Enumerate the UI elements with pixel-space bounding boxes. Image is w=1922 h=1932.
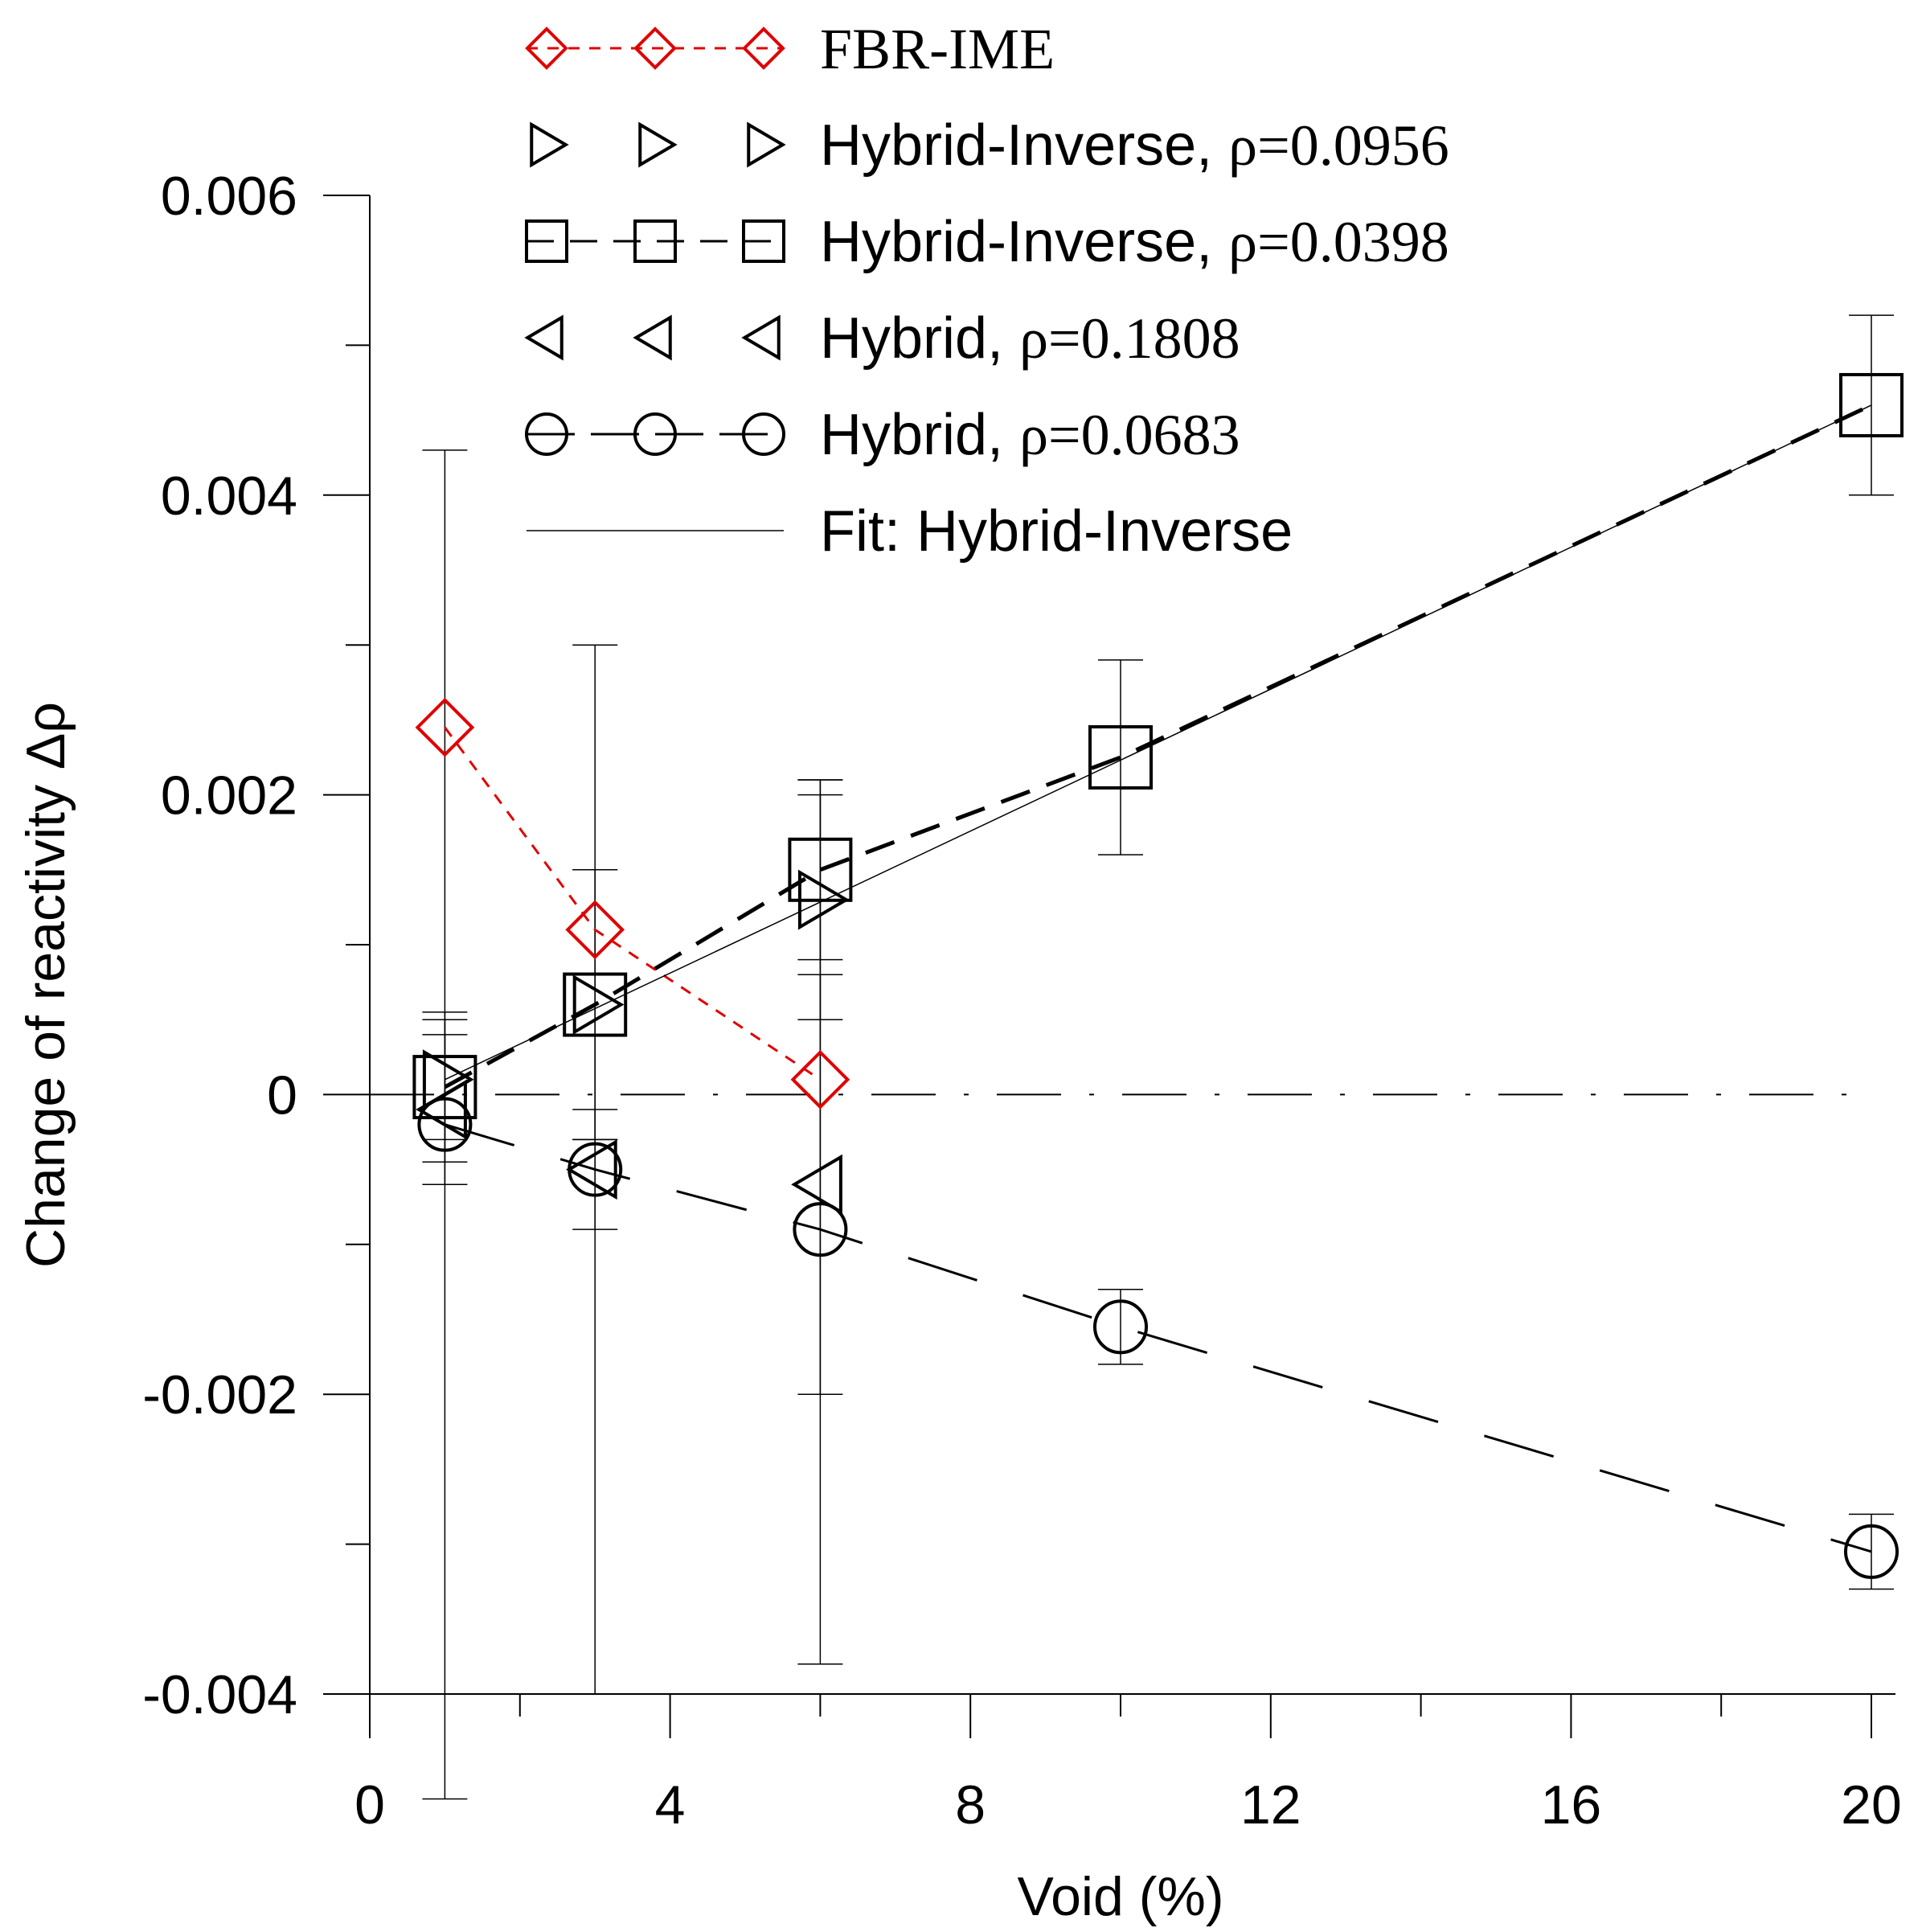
data-point-hybrid-inverse-0-0398 <box>788 837 853 902</box>
y-tick-label: 0 <box>267 1064 297 1126</box>
legend-label: Fit: Hybrid-Inverse <box>820 499 1293 564</box>
legend-label: FBR-IME <box>820 17 1055 81</box>
y-tick-label: -0.004 <box>142 1664 297 1725</box>
legend-entry-hybrid-inverse-0-0956: Hybrid-Inverse, ρ=0.0956 <box>530 113 1449 178</box>
x-tick-label: 0 <box>354 1774 385 1836</box>
legend-entry-hybrid-0-1808: Hybrid, ρ=0.1808 <box>524 306 1240 371</box>
legend-label-main: Hybrid, <box>820 403 1019 467</box>
legend-marker-triangle-left <box>633 314 672 361</box>
data-point-hybrid-0-0683 <box>1844 1524 1899 1579</box>
legend-label-main: Hybrid-Inverse, <box>820 113 1228 178</box>
legend-marker-triangle-right <box>638 121 678 168</box>
data-point-hybrid-inverse-0-0398 <box>412 1055 477 1120</box>
data-layer <box>412 314 1904 1800</box>
data-point-fbr-ime <box>565 900 625 960</box>
y-tick-label: -0.002 <box>142 1364 297 1425</box>
legend-label: Hybrid, ρ=0.0683 <box>820 403 1240 467</box>
data-point-fbr-ime <box>790 1049 850 1110</box>
legend-marker-square <box>525 219 568 263</box>
legend-marker-diamond <box>525 27 568 70</box>
legend-marker-triangle-right <box>747 121 786 168</box>
data-point-hybrid-inverse-0-0398 <box>563 972 628 1037</box>
data-point-hybrid-0-0683 <box>793 1202 848 1257</box>
x-tick-label: 4 <box>655 1774 686 1836</box>
legend-marker-diamond <box>742 27 785 70</box>
legend-marker-triangle-left <box>524 314 563 361</box>
x-tick-label: 12 <box>1240 1774 1301 1836</box>
legend-label-rho: ρ=0.0956 <box>1228 113 1449 178</box>
data-point-hybrid-0-1808 <box>791 1154 842 1215</box>
legend-marker-circle <box>742 412 785 456</box>
x-tick-label: 20 <box>1841 1774 1902 1836</box>
x-tick-label: 8 <box>955 1774 986 1836</box>
legend-marker-circle <box>633 412 677 456</box>
legend-label-rho: ρ=0.1808 <box>1019 306 1240 371</box>
legend-marker-triangle-left <box>741 314 781 361</box>
legend-label: Hybrid-Inverse, ρ=0.0956 <box>820 113 1449 178</box>
data-point-hybrid-0-0683 <box>417 1097 473 1152</box>
legend-label-main: FBR-IME <box>820 17 1055 81</box>
axes: -0.004 -0.002 0 0.002 0.004 0.006 0 4 8 12 16 20 <box>142 166 1902 1836</box>
data-point-hybrid-0-1808 <box>565 1139 617 1200</box>
legend-label-main: Fit: Hybrid-Inverse <box>820 499 1293 564</box>
series-line-fit-hybrid-inverse <box>445 404 1872 1081</box>
y-tick-label: 0.002 <box>161 765 297 827</box>
legend-label-rho: ρ=0.0398 <box>1228 210 1449 274</box>
series-line-hybrid-0-0683 <box>444 1123 1872 1553</box>
legend-marker-circle <box>525 412 568 456</box>
data-point-hybrid-inverse-0-0398 <box>1088 725 1153 790</box>
legend-label-main: Hybrid, <box>820 306 1019 371</box>
series-line-fbr-ime <box>444 726 822 1081</box>
x-axis-title: Void (%) <box>1018 1866 1224 1927</box>
data-point-hybrid-inverse-0-0956 <box>572 974 625 1036</box>
data-point-hybrid-inverse-0-0398 <box>1839 372 1904 437</box>
y-tick-label: 0.006 <box>161 166 297 227</box>
legend-label: Hybrid, ρ=0.1808 <box>820 306 1240 371</box>
legend-label-main: Hybrid-Inverse, <box>820 210 1228 274</box>
x-tick-label: 16 <box>1541 1774 1602 1836</box>
legend-label: Hybrid-Inverse, ρ=0.0398 <box>820 210 1449 274</box>
legend-marker-square <box>742 219 785 263</box>
legend-entry-hybrid-0-0683: Hybrid, ρ=0.0683 <box>525 403 1240 467</box>
legend-label-rho: ρ=0.0683 <box>1019 403 1240 467</box>
data-point-fbr-ime <box>415 697 475 757</box>
legend-entry-hybrid-inverse-0-0398: Hybrid-Inverse, ρ=0.0398 <box>525 210 1449 274</box>
legend-marker-triangle-right <box>530 121 569 168</box>
legend-entry-fit-hybrid-inverse: Fit: Hybrid-Inverse <box>527 499 1293 564</box>
legend-marker-square <box>633 219 677 263</box>
legend-entry-fbr-ime: FBR-IME <box>525 17 1055 81</box>
data-point-hybrid-0-0683 <box>1093 1299 1148 1355</box>
legend-marker-diamond <box>633 27 677 70</box>
data-point-hybrid-0-0683 <box>568 1142 623 1197</box>
y-tick-label: 0.004 <box>161 466 297 527</box>
y-axis-title: Change of reactivity Δρ <box>15 702 76 1268</box>
